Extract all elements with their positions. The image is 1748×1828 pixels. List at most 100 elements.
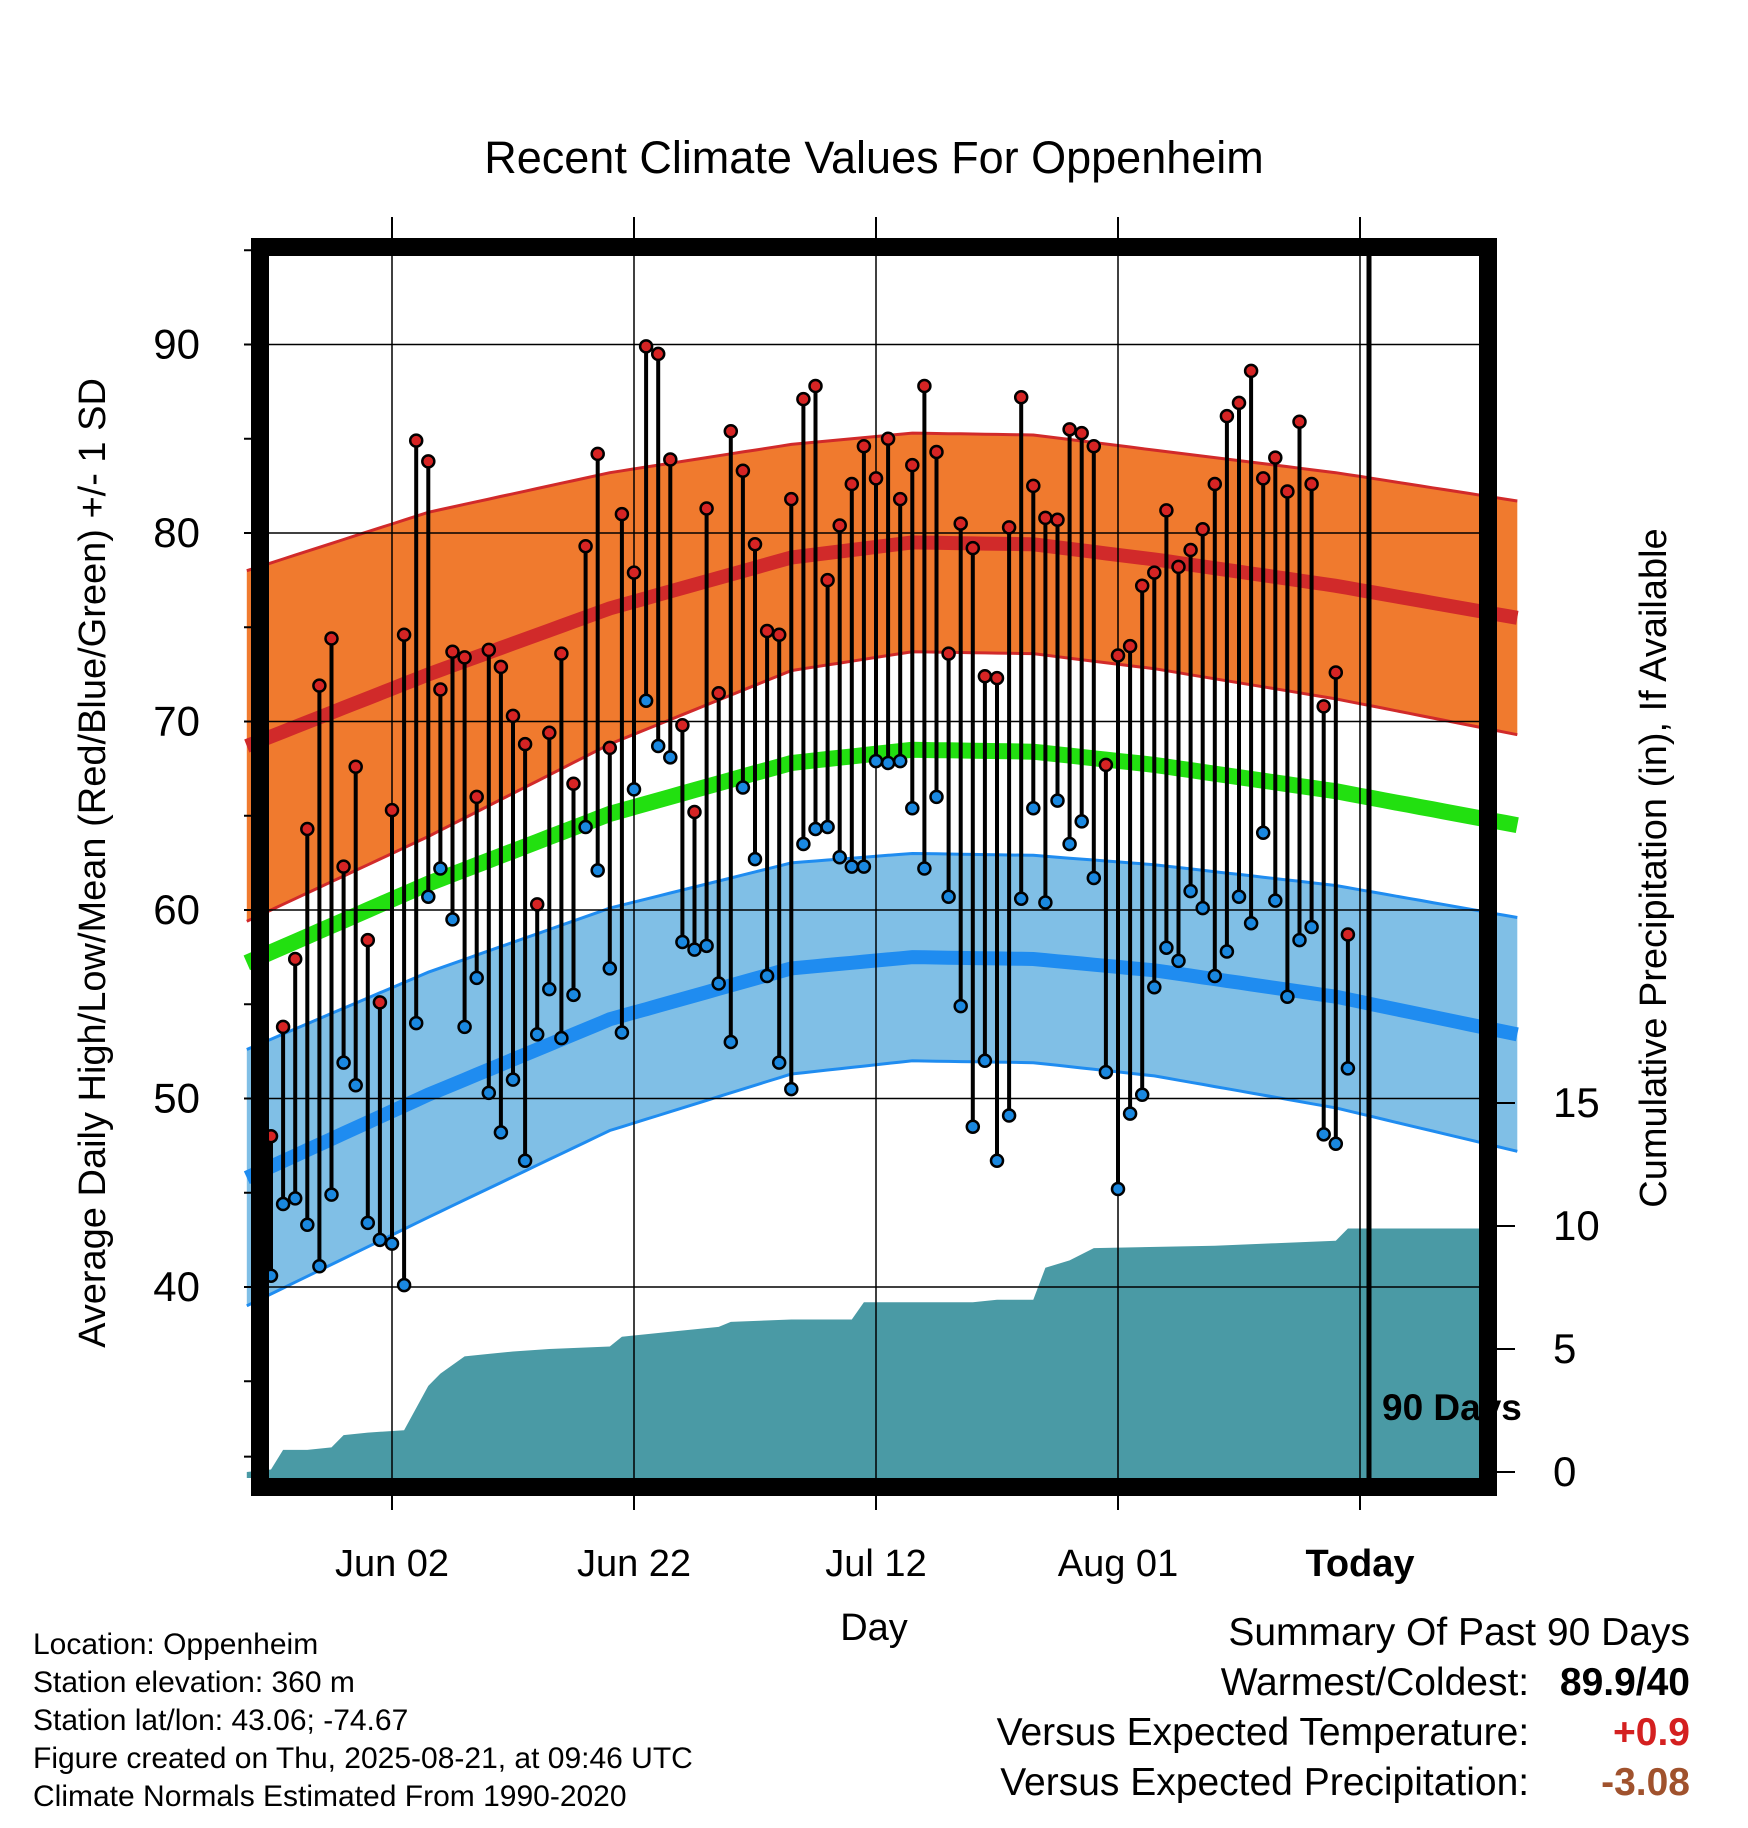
y2-tick-label: 0	[1553, 1448, 1576, 1495]
daily-high-point	[771, 627, 787, 643]
daily-low-point	[929, 789, 944, 805]
daily-high-point	[1038, 510, 1053, 526]
x-tick-label: Jul 12	[825, 1543, 926, 1585]
daily-high-point	[1268, 450, 1283, 465]
daily-low-point	[1159, 940, 1174, 955]
daily-high-point	[360, 932, 376, 948]
daily-high-point	[784, 491, 799, 507]
daily-high-point	[687, 804, 702, 820]
y-tick-label: 80	[153, 509, 200, 556]
daily-high-point	[1110, 648, 1126, 663]
daily-high-point	[820, 572, 835, 588]
daily-high-point	[1183, 542, 1198, 558]
daily-low-point	[1219, 944, 1235, 959]
daily-high-point	[348, 759, 363, 774]
daily-high-point	[1243, 363, 1259, 379]
x-tick-label: Jun 22	[577, 1543, 691, 1585]
daily-high-point	[275, 1019, 291, 1035]
daily-low-point	[1207, 968, 1223, 984]
daily-high-point	[1001, 520, 1017, 535]
daily-high-point	[566, 776, 581, 791]
daily-low-point	[517, 1153, 533, 1168]
daily-low-point	[287, 1191, 303, 1206]
daily-low-point	[602, 961, 618, 976]
daily-high-point	[408, 433, 424, 448]
x-tick-label: Today	[1305, 1543, 1414, 1585]
temp-anomaly-label: Versus Expected Temperature:	[996, 1711, 1530, 1754]
daily-low-point	[747, 851, 763, 867]
x-axis-label: Day	[840, 1607, 908, 1649]
daily-low-point	[1026, 800, 1041, 816]
daily-low-point	[469, 970, 484, 986]
daily-low-point	[493, 1125, 509, 1140]
daily-low-point	[408, 1015, 424, 1031]
daily-low-point	[372, 1232, 388, 1248]
daily-points	[263, 339, 1356, 1293]
daily-high-point	[747, 537, 763, 552]
daily-low-point	[675, 934, 690, 950]
daily-low-point	[1001, 1108, 1017, 1123]
y-tick-label: 70	[153, 698, 200, 745]
daily-high-point	[1304, 476, 1319, 492]
daily-high-point	[312, 678, 327, 693]
daily-low-point	[1062, 836, 1077, 852]
daily-low-point	[1268, 893, 1283, 908]
daily-high-point	[711, 685, 726, 701]
y2-tick-label: 15	[1553, 1079, 1600, 1126]
daily-high-point	[868, 471, 884, 486]
daily-low-point	[1255, 825, 1271, 840]
daily-low-point	[759, 968, 775, 984]
daily-low-point	[965, 1119, 981, 1135]
daily-low-point	[953, 998, 968, 1014]
daily-low-point	[384, 1236, 400, 1251]
daily-high-point	[699, 501, 714, 516]
temp-anomaly-value: +0.9	[1613, 1711, 1690, 1754]
daily-low-point	[1280, 989, 1295, 1004]
daily-low-point	[1231, 889, 1247, 905]
daily-low-point	[554, 1030, 569, 1046]
daily-low-point	[820, 819, 835, 835]
high-normal-line	[244, 535, 1519, 753]
daily-high-point	[1134, 578, 1150, 594]
daily-high-point	[517, 736, 533, 752]
warm-cold-label: Warmest/Coldest:	[1220, 1661, 1530, 1704]
daily-high-point	[1122, 638, 1138, 654]
daily-low-point	[1171, 953, 1186, 969]
daily-high-point	[1098, 757, 1114, 773]
daily-high-point	[917, 378, 932, 394]
daily-high-point	[1340, 927, 1356, 942]
daily-high-point	[638, 339, 654, 354]
daily-low-point	[275, 1196, 291, 1212]
daily-low-point	[457, 1019, 472, 1035]
daily-low-point	[784, 1081, 799, 1097]
precip-anomaly-label: Versus Expected Precipitation:	[1000, 1761, 1530, 1804]
summary-panel: Summary Of Past 90 Days Warmest/Coldest:…	[997, 1608, 1690, 1808]
y-tick-label: 90	[153, 321, 200, 368]
temp-anomaly-row: Versus Expected Temperature: +0.9	[997, 1708, 1690, 1758]
daily-low-point	[481, 1085, 497, 1101]
precip-area	[246, 1228, 1479, 1478]
low-sd-band	[246, 853, 1518, 1306]
daily-high-point	[421, 454, 436, 469]
daily-high-point	[929, 444, 944, 460]
daily-high-point	[626, 565, 642, 580]
low-sd-band-lower-edge	[246, 1059, 1518, 1308]
daily-high-point	[953, 516, 968, 531]
daily-high-point	[1074, 425, 1089, 441]
daily-low-point	[421, 889, 436, 905]
summary-title: Summary Of Past 90 Days	[1228, 1611, 1690, 1654]
daily-low-point	[590, 863, 605, 878]
daily-high-point	[844, 476, 860, 492]
daily-low-point	[1292, 932, 1307, 948]
daily-low-point	[300, 1217, 315, 1233]
warm-cold-value: 89.9/40	[1559, 1661, 1690, 1704]
daily-high-point	[396, 627, 412, 643]
precip-anomaly-row: Versus Expected Precipitation: -3.08	[997, 1758, 1690, 1808]
daily-low-point	[699, 938, 714, 954]
daily-high-point	[529, 897, 545, 912]
daily-low-point	[566, 987, 581, 1003]
daily-high-point	[1147, 565, 1162, 580]
daily-low-point	[1147, 980, 1162, 995]
y2-tick-label: 5	[1553, 1325, 1576, 1372]
